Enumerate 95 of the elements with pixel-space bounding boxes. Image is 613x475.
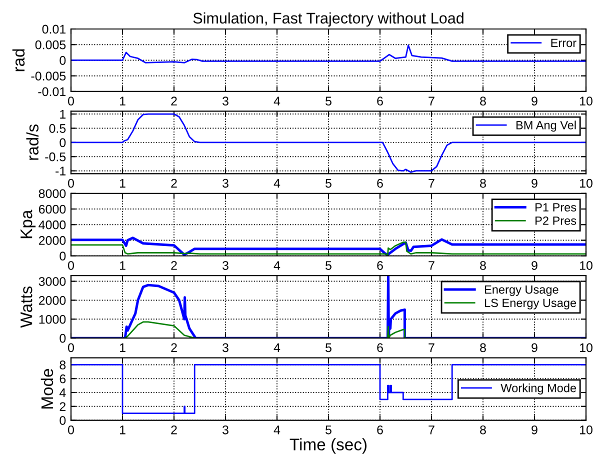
legend-label: BM Ang Vel	[516, 120, 576, 132]
x-tick-label: 0	[68, 96, 74, 106]
x-tick-label: 1	[120, 261, 126, 270]
x-tick-label: 1	[120, 178, 126, 188]
x-tick-label: 9	[532, 96, 538, 106]
y-tick-label: -0.01	[38, 87, 66, 96]
y-tick-label: 2	[60, 402, 66, 411]
x-tick-label: 5	[326, 96, 332, 106]
x-tick-label: 4	[274, 178, 280, 188]
x-tick-label: 9	[532, 343, 538, 352]
y-tick-label: 4000	[38, 220, 66, 230]
legend-label: Working Mode	[500, 384, 576, 395]
x-tick-label: 10	[580, 96, 592, 106]
x-tick-label: 5	[326, 343, 332, 352]
y-tick-label: -0.5	[45, 152, 66, 162]
x-tick-label: 10	[580, 343, 592, 352]
y-tick-label: 1000	[39, 314, 66, 324]
x-tick-label: 0	[68, 178, 74, 188]
x-tick-label: 6	[377, 178, 383, 188]
y-axis-title: rad	[12, 49, 25, 72]
x-tick-label: 6	[377, 96, 383, 106]
y-tick-label: 2000	[38, 236, 66, 245]
x-tick-label: 7	[428, 261, 434, 270]
legend-label: LS Energy Usage	[485, 298, 576, 310]
y-tick-label: 1	[60, 110, 66, 119]
chart-title: Simulation, Fast Trajectory without Load	[193, 12, 464, 27]
x-tick-label: 3	[222, 343, 228, 352]
x-tick-label: 2	[171, 425, 177, 434]
x-tick-label: 9	[532, 178, 538, 188]
x-tick-label: 2	[171, 96, 177, 106]
y-tick-label: 0	[60, 252, 66, 261]
x-tick-label: 9	[532, 261, 538, 270]
x-tick-label: 7	[428, 426, 434, 434]
x-tick-label: 8	[480, 261, 486, 270]
y-axis-title: Kpa	[20, 210, 36, 238]
y-tick-label: 0	[60, 56, 66, 65]
legend-label: Error	[551, 38, 576, 48]
x-tick-label: 0	[68, 261, 74, 270]
x-tick-label: 5	[326, 261, 332, 270]
x-tick-label: 4	[274, 261, 280, 270]
y-tick-label: 0	[60, 334, 66, 343]
y-tick-label: 2000	[38, 296, 66, 305]
x-tick-label: 3	[222, 261, 228, 270]
line-series	[71, 276, 586, 338]
x-tick-label: 3	[222, 178, 228, 188]
x-tick-label: 2	[171, 178, 177, 188]
x-tick-label: 0	[68, 425, 74, 434]
x-tick-label: 9	[532, 425, 538, 434]
x-tick-label: 1	[120, 343, 126, 352]
x-tick-label: 10	[580, 178, 592, 188]
x-axis-title: Time (sec)	[290, 438, 367, 454]
x-tick-label: 4	[274, 96, 280, 106]
x-tick-label: 8	[480, 425, 486, 434]
y-tick-label: 0.005	[35, 40, 66, 50]
x-tick-label: 3	[222, 96, 228, 106]
x-tick-label: 5	[326, 178, 332, 188]
y-tick-label: 0.5	[49, 124, 66, 133]
x-tick-label: 4	[274, 426, 280, 434]
legend-label: P1 Pres	[536, 203, 576, 212]
x-tick-label: 2	[171, 261, 177, 270]
x-tick-label: 4	[274, 343, 280, 352]
x-tick-label: 3	[222, 425, 228, 434]
y-tick-label: 8	[60, 360, 66, 370]
x-tick-label: 1	[120, 426, 126, 434]
x-tick-label: 10	[580, 425, 592, 434]
x-tick-label: 7	[428, 96, 434, 106]
y-axis-title: Mode	[40, 368, 54, 409]
legend-label: P2 Pres	[536, 216, 576, 225]
x-tick-label: 6	[377, 425, 383, 434]
x-tick-label: 8	[480, 178, 486, 188]
y-tick-label: -1	[56, 166, 66, 176]
y-tick-label: -0.005	[31, 72, 66, 81]
y-tick-label: 0.01	[42, 24, 66, 34]
line-series	[71, 113, 586, 173]
x-tick-label: 6	[377, 343, 383, 352]
x-tick-label: 10	[580, 261, 592, 270]
x-tick-label: 8	[480, 343, 486, 352]
x-tick-label: 2	[171, 343, 177, 352]
y-tick-label: 0	[60, 138, 66, 148]
x-tick-label: 5	[326, 426, 332, 434]
y-axis-title: rad/s	[26, 124, 39, 160]
x-tick-label: 8	[480, 96, 486, 106]
x-tick-label: 0	[68, 343, 74, 352]
y-tick-label: 3000	[38, 277, 66, 286]
y-tick-label: 4	[59, 388, 66, 398]
x-tick-label: 7	[428, 343, 434, 352]
y-tick-label: 0	[60, 416, 66, 425]
y-tick-label: 6000	[38, 204, 66, 214]
y-tick-label: 6	[60, 374, 66, 384]
y-tick-label: 8000	[38, 189, 66, 198]
y-axis-title: Watts	[20, 286, 32, 328]
legend-label: Energy Usage	[485, 285, 558, 296]
x-tick-label: 1	[120, 96, 126, 106]
x-tick-label: 6	[377, 261, 383, 270]
x-tick-label: 7	[428, 178, 434, 188]
